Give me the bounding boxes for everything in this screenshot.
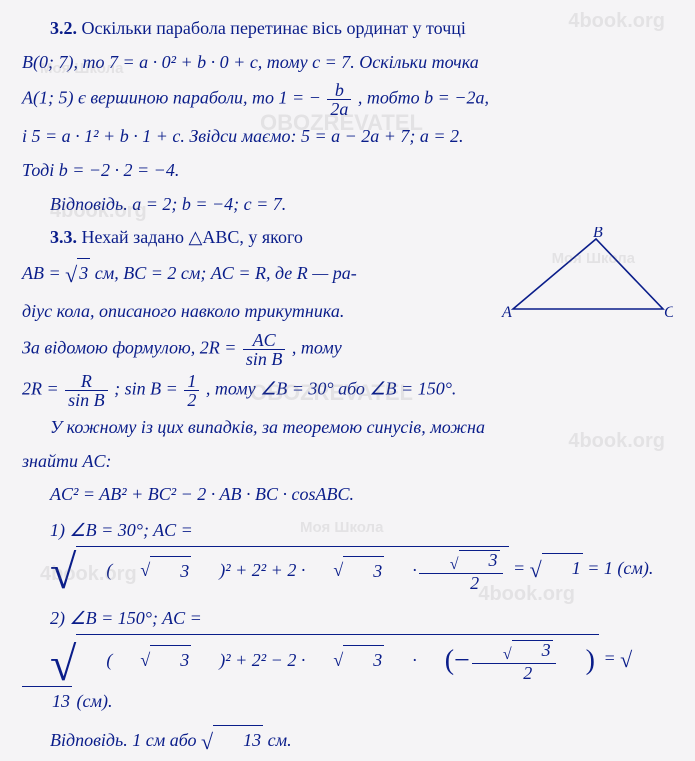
p33-line4: За відомою формулою, 2R = AC sin B , том… <box>22 331 673 368</box>
p32-line4: і 5 = a · 1² + b · 1 + c. Звідси маємо: … <box>22 122 673 152</box>
text: · <box>384 556 417 586</box>
fraction: √3 2 <box>472 640 556 682</box>
sqrt-icon: √ <box>620 647 632 672</box>
sqrt-icon: √ <box>305 556 343 586</box>
sqrt-icon: √ <box>450 556 459 573</box>
p32-num: 3.2. <box>50 18 77 38</box>
sqrt-body: 3 <box>343 556 384 587</box>
p32-line2: B(0; 7), то 7 = a · 0² + b · 0 + c, тому… <box>22 48 673 78</box>
denominator: 2 <box>419 574 503 592</box>
text: Нехай задано △ABC, у якого <box>77 227 303 247</box>
p32-answer: Відповідь. a = 2; b = −4; c = 7. <box>22 190 673 220</box>
p33-line5: 2R = R sin B ; sin B = 1 2 , тому ∠B = 3… <box>22 372 673 409</box>
text: см, BC = 2 см; AC = R, де R — ра- <box>90 263 357 283</box>
text: )² + 2² − 2 · <box>191 646 305 676</box>
text: )² + 2² + 2 · <box>191 556 305 586</box>
p33-line8: AC² = AB² + BC² − 2 · AB · BC · cosABC. <box>22 480 673 510</box>
denominator: 2 <box>472 664 556 682</box>
p32-line5: Тоді b = −2 · 2 = −4. <box>22 156 673 186</box>
fraction: √3 2 <box>419 550 503 592</box>
text: = 1 (см). <box>583 558 654 578</box>
fraction: 1 2 <box>184 372 199 409</box>
text: За відомою формулою, 2R = <box>22 338 241 358</box>
numerator: AC <box>243 331 286 350</box>
text: (см). <box>72 691 112 711</box>
denominator: 2a <box>327 100 351 118</box>
text: , тобто b = −2a, <box>358 88 489 108</box>
text: AB = <box>22 263 65 283</box>
triangle-figure: A B C <box>498 227 673 327</box>
text: ; sin B = <box>114 379 182 399</box>
vertex-c: C <box>664 304 673 321</box>
fraction: b 2a <box>327 81 351 118</box>
p33-line7: знайти AC: <box>22 447 673 477</box>
denominator: sin B <box>65 391 108 409</box>
sqrt-body: 13 <box>213 725 263 756</box>
sqrt-body: 3 <box>150 645 191 676</box>
sqrt-body: 3 <box>459 550 500 569</box>
sqrt-icon: √ <box>530 557 542 582</box>
p32-line3: A(1; 5) є вершиною параболи, то 1 = − b … <box>22 81 673 118</box>
vertex-b: B <box>593 227 603 241</box>
fraction: AC sin B <box>243 331 286 368</box>
sqrt-body: 1 <box>542 553 583 584</box>
sqrt-body: 13 <box>22 686 72 717</box>
sqrt-icon: √ <box>305 646 343 676</box>
rparen: ) <box>558 638 595 684</box>
big-sqrt: √ (√3)² + 2² + 2 · √3 · √3 2 <box>22 546 509 594</box>
sqrt-icon: √ <box>503 646 512 663</box>
numerator: 1 <box>184 372 199 391</box>
text: = <box>513 558 530 578</box>
sqrt-body: 3 <box>343 645 384 676</box>
text: = <box>603 648 620 668</box>
p33-case2: 2) ∠B = 150°; AC = √ (√3)² + 2² − 2 · √3… <box>22 604 673 717</box>
sqrt-icon: √ <box>112 646 150 676</box>
text: · <box>384 646 417 676</box>
text: , тому <box>292 338 342 358</box>
text: см. <box>263 730 291 750</box>
p33-case1: 1) ∠B = 30°; AC = √ (√3)² + 2² + 2 · √3 … <box>22 516 673 594</box>
big-sqrt: √ (√3)² + 2² − 2 · √3 · (− √3 2 ) <box>22 634 599 686</box>
sqrt-icon: √ <box>112 556 150 586</box>
answer-label: Відповідь. <box>50 730 128 750</box>
numerator: R <box>65 372 108 391</box>
sqrt-body: 3 <box>150 556 191 587</box>
text: a = 2; b = −4; c = 7. <box>128 194 287 214</box>
denominator: 2 <box>184 391 199 409</box>
numerator: b <box>327 81 351 100</box>
sqrt-body: 3 <box>77 258 90 289</box>
sqrt-body: 3 <box>512 640 553 659</box>
p33-answer: Відповідь. 1 см або √13 см. <box>22 724 673 760</box>
text: 1 см або <box>128 730 201 750</box>
answer-label: Відповідь. <box>50 194 128 214</box>
p32-line1: 3.2. Оскільки парабола перетинає вісь ор… <box>22 14 673 44</box>
sqrt-icon: √ <box>65 262 77 287</box>
text: Оскільки парабола перетинає вісь ординат… <box>77 18 466 38</box>
text: 2R = <box>22 379 63 399</box>
text: A(1; 5) є вершиною параболи, то 1 = − <box>22 88 321 108</box>
denominator: sin B <box>243 350 286 368</box>
text: ( <box>78 556 112 586</box>
triangle-shape <box>513 239 663 309</box>
sqrt-icon: √ <box>201 729 213 754</box>
p33-num: 3.3. <box>50 227 77 247</box>
sqrt-icon: √ <box>22 643 76 686</box>
lparen: (− <box>417 638 470 684</box>
text: ( <box>78 646 112 676</box>
fraction: R sin B <box>65 372 108 409</box>
p33-line6: У кожному із цих випадків, за теоремою с… <box>22 413 673 443</box>
text: 2) ∠B = 150°; AC = <box>50 608 202 628</box>
text: 1) ∠B = 30°; AC = <box>50 520 193 540</box>
vertex-a: A <box>501 304 512 321</box>
sqrt-icon: √ <box>22 551 76 594</box>
text: , тому ∠B = 30° або ∠B = 150°. <box>206 379 457 399</box>
